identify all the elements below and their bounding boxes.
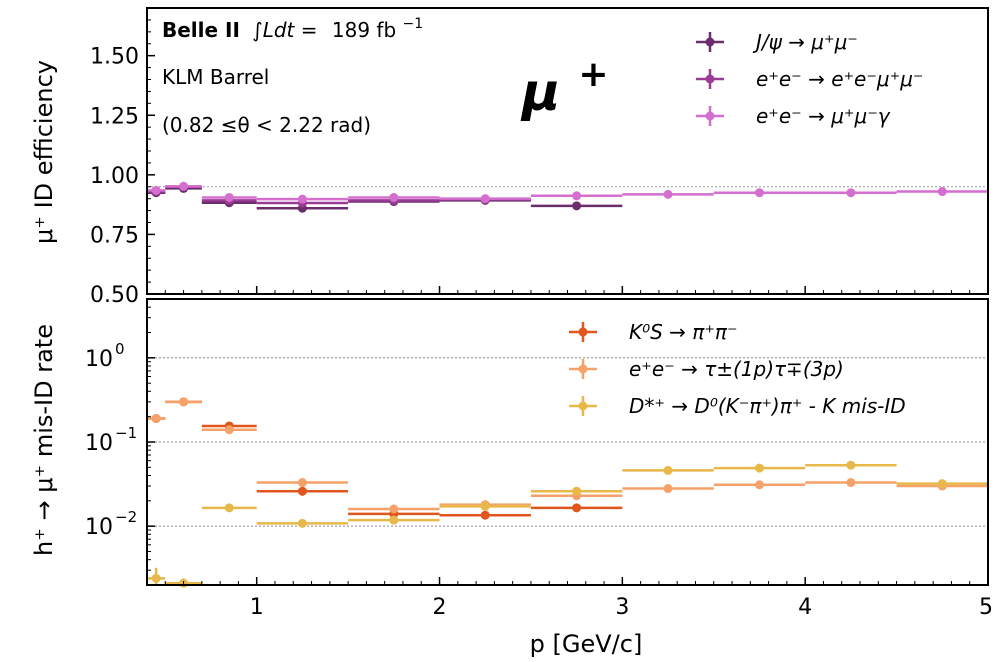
efficiency-y-tick-label: 0.50 xyxy=(90,283,139,308)
misid-legend-marker-dot xyxy=(578,364,588,374)
x-axis-title: p [GeV/c] xyxy=(530,630,643,658)
svg-text:Belle II ∫Ldt = 18: Belle II ∫Ldt = 189 fb −1 xyxy=(162,16,423,42)
misid-point xyxy=(179,397,189,407)
efficiency-point xyxy=(846,188,856,198)
misid-point xyxy=(846,460,856,470)
misid-y-tick-label: 10 xyxy=(85,431,113,456)
efficiency-data-marks xyxy=(147,181,988,213)
detector-label: KLM Barrel xyxy=(162,65,269,89)
x-tick-label: 3 xyxy=(615,595,629,620)
efficiency-y-ticks: 0.50 0.75 1.00 1.25 1.50 xyxy=(90,19,155,308)
particle-base: μ xyxy=(520,63,560,123)
misid-point xyxy=(224,503,234,513)
efficiency-panel: 0.50 0.75 1.00 1.25 1.50 Belle II ∫Ldt = 189… xyxy=(90,7,989,308)
efficiency-y-axis-title: μ⁺ ID efficiency xyxy=(30,60,58,244)
x-tick-label: 1 xyxy=(250,595,264,620)
efficiency-y-tick-label: 1.00 xyxy=(90,164,139,189)
efficiency-y-tick-label: 1.25 xyxy=(90,104,139,129)
efficiency-legend: J/ψ → μ⁺μ⁻ e⁺e⁻ → e⁺e⁻μ⁺μ⁻ e⁺e⁻ → μ⁺μ⁻γ xyxy=(696,30,923,128)
efficiency-point xyxy=(572,191,582,201)
misid-point xyxy=(297,478,307,488)
efficiency-legend-marker-dot xyxy=(705,74,715,84)
efficiency-y-tick-label: 0.75 xyxy=(90,223,139,248)
x-tick-label: 4 xyxy=(798,595,812,620)
misid-y-tick-label: 10 xyxy=(85,347,113,372)
efficiency-point xyxy=(151,185,161,195)
efficiency-point xyxy=(937,187,947,197)
efficiency-point xyxy=(480,194,490,204)
theta-range-label: (0.82 ≤θ < 2.22 rad) xyxy=(162,113,371,137)
x-tick-label: 5 xyxy=(979,595,993,620)
efficiency-point xyxy=(179,181,189,191)
misid-y-axis-title: h⁺ → μ⁺ mis-ID rate xyxy=(30,324,58,556)
misid-point xyxy=(754,480,764,490)
misid-y-tick-label: 10 xyxy=(85,515,113,540)
efficiency-point xyxy=(224,192,234,202)
misid-data-marks xyxy=(147,397,988,588)
misid-legend-label: K⁰S → π⁺π⁻ xyxy=(629,320,738,344)
x-tick-label: 2 xyxy=(433,595,447,620)
particle-charge: + xyxy=(578,54,608,95)
misid-point xyxy=(663,484,673,494)
misid-gridlines xyxy=(147,357,988,527)
experiment-label: Belle II xyxy=(162,18,240,42)
efficiency-y-tick-label: 1.50 xyxy=(90,45,139,70)
efficiency-legend-label: e⁺e⁻ → μ⁺μ⁻γ xyxy=(756,104,891,128)
misid-y-tick-exponent: −1 xyxy=(115,424,137,442)
efficiency-legend-label: e⁺e⁻ → e⁺e⁻μ⁺μ⁻ xyxy=(756,67,923,91)
misid-point xyxy=(151,573,161,583)
misid-y-tick-exponent: −2 xyxy=(115,508,137,526)
misid-point xyxy=(663,465,673,475)
misid-point xyxy=(846,478,856,488)
particle-label: μ + xyxy=(520,54,609,123)
efficiency-point xyxy=(754,188,764,198)
misid-legend-marker-dot xyxy=(578,401,588,411)
efficiency-legend-marker-dot xyxy=(705,111,715,121)
efficiency-point xyxy=(572,201,582,211)
luminosity-symbol: ∫Ldt = xyxy=(252,18,317,42)
misid-y-tick-exponent: 0 xyxy=(115,340,125,358)
misid-point xyxy=(480,510,490,520)
misid-legend-marker-dot xyxy=(578,327,588,337)
misid-legend-label: D*⁺ → D⁰(K⁻π⁺)π⁺ - K mis-ID xyxy=(629,394,906,418)
misid-point xyxy=(224,425,234,435)
efficiency-point xyxy=(389,192,399,202)
efficiency-legend-marker-dot xyxy=(705,37,715,47)
misid-point xyxy=(297,486,307,496)
misid-point xyxy=(389,515,399,525)
misid-point xyxy=(389,504,399,514)
luminosity-exponent: −1 xyxy=(403,16,424,32)
luminosity-value: 189 fb xyxy=(332,18,396,42)
efficiency-legend-label: J/ψ → μ⁺μ⁻ xyxy=(752,30,858,54)
efficiency-x-ticks xyxy=(164,286,989,294)
misid-point xyxy=(754,463,764,473)
misid-point xyxy=(937,479,947,489)
misid-x-ticks: 1 2 3 4 5 xyxy=(164,577,993,620)
misid-point xyxy=(480,501,490,511)
efficiency-point xyxy=(663,189,673,199)
misid-point xyxy=(572,503,582,513)
misid-legend-label: e⁺e⁻ → τ±(1p)τ∓(3p) xyxy=(629,357,844,381)
misid-point xyxy=(572,486,582,496)
misid-point xyxy=(297,518,307,528)
misid-point xyxy=(151,414,161,424)
efficiency-point xyxy=(297,194,307,204)
misid-legend: K⁰S → π⁺π⁻ e⁺e⁻ → τ±(1p)τ∓(3p) D*⁺ → D⁰(K⁻… xyxy=(569,320,906,418)
